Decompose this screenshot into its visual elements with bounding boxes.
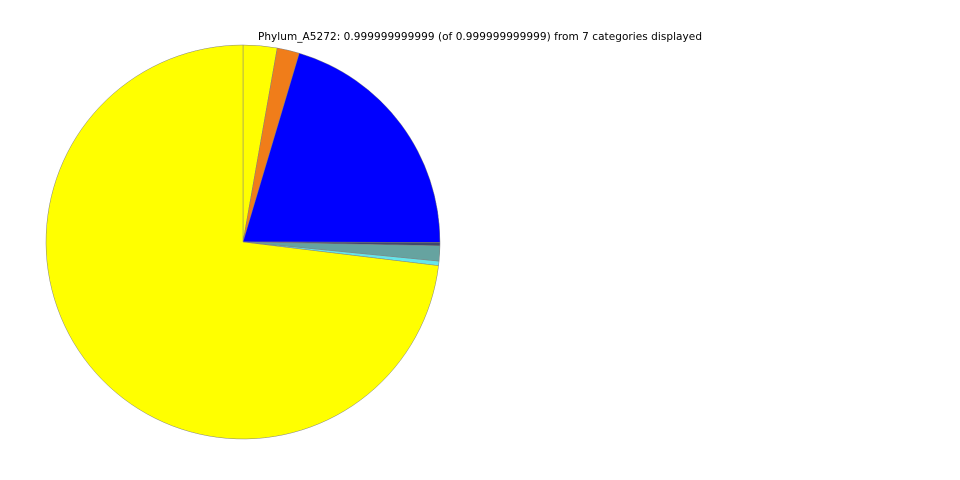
pie-slice-group — [45, 44, 441, 440]
page-title: Phylum_A5272: 0.999999999999 (of 0.99999… — [257, 31, 703, 43]
pie-slice-3[interactable] — [242, 52, 441, 243]
pie-slice-7[interactable] — [45, 44, 439, 440]
